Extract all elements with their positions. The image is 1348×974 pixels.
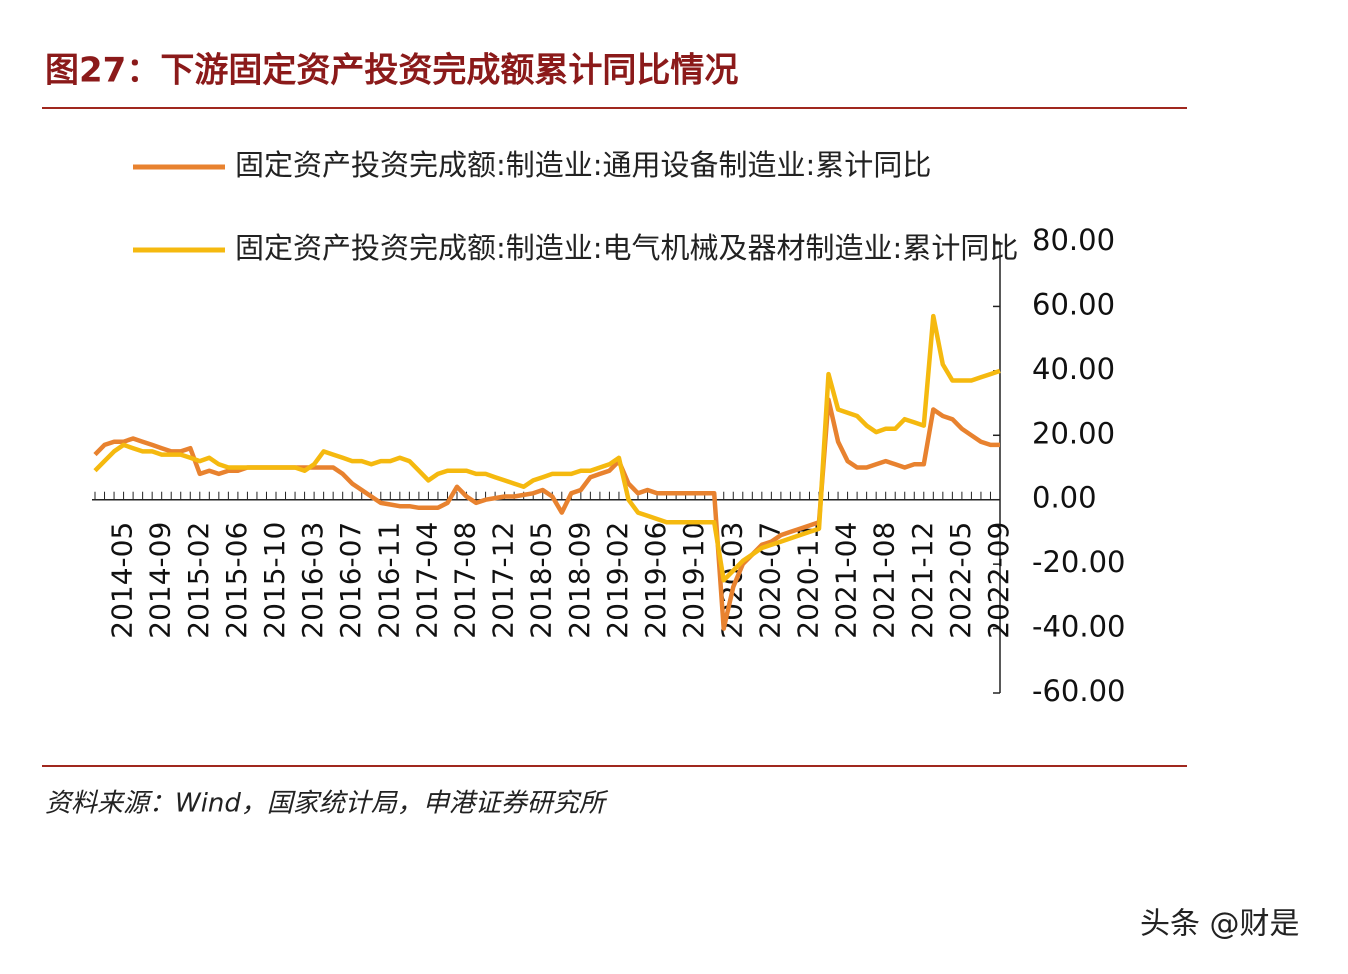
x-tick-label: 2021-08 <box>868 522 901 639</box>
watermark: 头条 @财是 <box>1140 907 1300 942</box>
x-tick-label: 2014-05 <box>106 522 139 639</box>
y-tick-label: 20.00 <box>1032 416 1115 450</box>
x-tick-label: 2015-10 <box>258 522 291 639</box>
series-line <box>93 313 1001 583</box>
x-tick-label: 2015-06 <box>220 522 253 639</box>
x-tick-label: 2017-08 <box>449 522 482 639</box>
x-tick-label: 2016-11 <box>372 522 405 639</box>
x-tick-label: 2017-04 <box>410 522 443 639</box>
y-tick-label: -20.00 <box>1032 545 1126 579</box>
legend-label: 固定资产投资完成额:制造业:通用设备制造业:累计同比 <box>235 148 931 182</box>
y-tick-label: 60.00 <box>1032 287 1115 321</box>
source: 资料来源：Wind，国家统计局，申港证券研究所 <box>45 789 609 819</box>
x-tick-label: 2021-12 <box>906 522 939 639</box>
chart-title: 图27：下游固定资产投资完成额累计同比情况 <box>45 51 738 91</box>
y-tick-label: -60.00 <box>1032 674 1126 708</box>
y-tick-label: 80.00 <box>1032 223 1115 257</box>
x-tick-label: 2019-02 <box>601 522 634 639</box>
y-tick-label: 40.00 <box>1032 352 1115 386</box>
x-tick-label: 2022-09 <box>982 522 1015 639</box>
x-tick-label: 2018-09 <box>563 522 596 639</box>
x-tick-label: 2015-02 <box>182 522 215 639</box>
x-tick-label: 2016-07 <box>334 522 367 639</box>
x-tick-label: 2022-05 <box>944 522 977 639</box>
x-tick-label: 2018-05 <box>525 522 558 639</box>
x-tick-label: 2016-03 <box>296 522 329 639</box>
legend-label: 固定资产投资完成额:制造业:电气机械及器材制造业:累计同比 <box>235 231 1018 265</box>
x-tick-label: 2019-10 <box>677 522 710 639</box>
y-tick-label: -40.00 <box>1032 610 1126 644</box>
x-tick-label: 2021-04 <box>830 522 863 639</box>
x-tick-label: 2020-11 <box>791 522 824 639</box>
x-tick-label: 2017-12 <box>487 522 520 639</box>
y-tick-label: 0.00 <box>1032 481 1097 515</box>
x-tick-label: 2019-06 <box>639 522 672 639</box>
x-tick-label: 2014-09 <box>144 522 177 639</box>
